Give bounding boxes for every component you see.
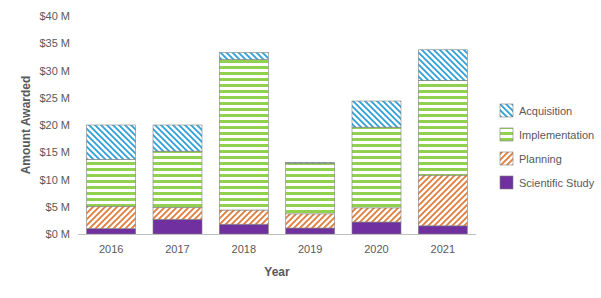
y-tick-label: $0 M [46, 228, 70, 240]
legend-label: Planning [519, 153, 562, 165]
x-tick-label: 2016 [99, 243, 123, 255]
legend-swatch [500, 128, 513, 141]
legend-label: Acquisition [519, 105, 572, 117]
bar-segment [418, 226, 467, 234]
y-tick [75, 179, 78, 180]
bar-segment [219, 53, 268, 60]
y-tick-label: $40 M [39, 10, 70, 22]
bar-segment [286, 162, 335, 164]
y-tick [75, 97, 78, 98]
y-tick-label: $15 M [39, 146, 70, 158]
legend: Acquisition Implementation Planning Scienti… [500, 104, 595, 189]
bar-segment [153, 151, 202, 207]
y-tick-label: $5 M [46, 201, 70, 213]
bar-segment [352, 101, 401, 127]
x-tick-label: 2020 [364, 243, 388, 255]
bar-segment [418, 80, 467, 175]
bar-segment [87, 206, 136, 228]
legend-swatch [500, 152, 513, 165]
legend-label: Implementation [519, 129, 594, 141]
y-tick [75, 16, 78, 17]
y-tick-label: $10 M [39, 174, 70, 186]
y-tick [75, 43, 78, 44]
bar-segment [87, 125, 136, 159]
bar-segment [286, 228, 335, 234]
y-tick [75, 234, 78, 235]
chart: $0 M $5 M $10 M $15 M $20 M $25 M $30 M $35 M $4… [0, 0, 601, 298]
bar-segment [87, 229, 136, 234]
bar-segment [418, 175, 467, 226]
y-tick [75, 206, 78, 207]
y-tick-label: $20 M [39, 119, 70, 131]
bar-segment [352, 208, 401, 222]
bar-segment [219, 210, 268, 224]
legend-swatch [500, 176, 513, 189]
bar-segment [286, 214, 335, 228]
bar-segment [153, 207, 202, 219]
bar-segment [153, 219, 202, 234]
chart-root: $0 M $5 M $10 M $15 M $20 M $25 M $30 M $35 M $4… [0, 0, 601, 298]
bar-segment [352, 222, 401, 234]
bar-segment [153, 125, 202, 151]
x-axis-line [78, 234, 476, 235]
y-tick-label: $30 M [39, 65, 70, 77]
y-tick [75, 152, 78, 153]
y-tick [75, 125, 78, 126]
y-axis-title: Amount Awarded [19, 76, 33, 175]
y-tick-label: $35 M [39, 37, 70, 49]
x-tick-label: 2017 [165, 243, 189, 255]
bar-segment [352, 127, 401, 208]
bar-segment [87, 159, 136, 206]
x-tick-label: 2018 [232, 243, 256, 255]
x-tick-label: 2021 [431, 243, 455, 255]
x-axis-title: Year [264, 265, 290, 279]
legend-label: Scientific Study [519, 177, 595, 189]
bar-segment [219, 224, 268, 234]
bar-segment [418, 50, 467, 81]
bar-segment [286, 163, 335, 214]
x-tick-label: 2019 [298, 243, 322, 255]
y-tick [75, 70, 78, 71]
legend-swatch [500, 104, 513, 117]
y-tick-label: $25 M [39, 92, 70, 104]
bar-segment [219, 60, 268, 210]
bars [87, 50, 468, 234]
